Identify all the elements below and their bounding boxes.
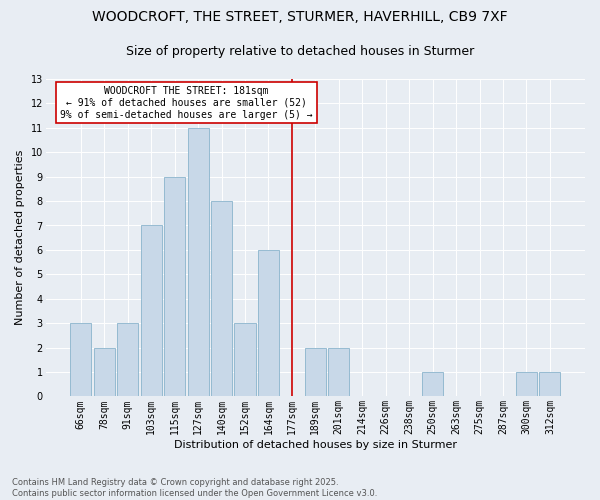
X-axis label: Distribution of detached houses by size in Sturmer: Distribution of detached houses by size … <box>174 440 457 450</box>
Text: Contains HM Land Registry data © Crown copyright and database right 2025.
Contai: Contains HM Land Registry data © Crown c… <box>12 478 377 498</box>
Bar <box>117 323 138 396</box>
Bar <box>211 201 232 396</box>
Bar <box>94 348 115 397</box>
Bar <box>235 323 256 396</box>
Y-axis label: Number of detached properties: Number of detached properties <box>15 150 25 326</box>
Text: WOODCROFT, THE STREET, STURMER, HAVERHILL, CB9 7XF: WOODCROFT, THE STREET, STURMER, HAVERHIL… <box>92 10 508 24</box>
Bar <box>539 372 560 396</box>
Bar <box>164 176 185 396</box>
Text: WOODCROFT THE STREET: 181sqm
← 91% of detached houses are smaller (52)
9% of sem: WOODCROFT THE STREET: 181sqm ← 91% of de… <box>60 86 313 120</box>
Bar <box>305 348 326 397</box>
Bar <box>328 348 349 397</box>
Bar <box>516 372 537 396</box>
Text: Size of property relative to detached houses in Sturmer: Size of property relative to detached ho… <box>126 45 474 58</box>
Bar <box>422 372 443 396</box>
Bar <box>188 128 209 396</box>
Bar <box>140 226 162 396</box>
Bar <box>258 250 279 396</box>
Bar <box>70 323 91 396</box>
